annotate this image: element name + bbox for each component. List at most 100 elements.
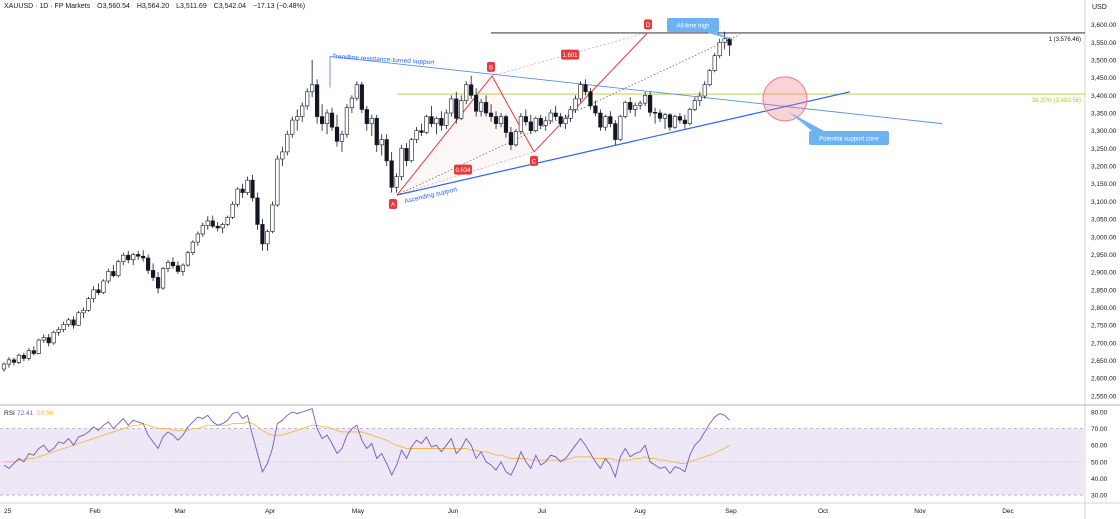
candle-body [26,350,31,359]
candle [255,192,260,230]
price-tick-label: 3,250.00 [1091,146,1117,153]
candle-body [111,271,116,276]
candle-body [51,331,56,344]
candle-body [503,116,509,133]
candle-body [260,224,265,245]
price-tick-label: 2,950.00 [1091,252,1117,259]
candle [270,201,275,234]
candle [707,68,712,87]
point-b-badge: B [487,61,495,72]
candle-body [170,261,176,267]
rsi-tick-label: 60.00 [1091,443,1108,450]
candle-body [662,114,668,119]
candle-body [46,337,51,344]
candle [538,114,543,129]
candle-body [225,217,230,225]
price-tick-label: 2,700.00 [1091,340,1117,347]
candle [598,109,603,131]
leg-bc [491,75,535,153]
candle-body [677,116,683,121]
candle-body [628,102,633,110]
time-tick-label: Aug [634,508,646,515]
candle [697,91,702,106]
point-d-badge-bg [644,19,652,30]
candle-body [657,112,663,119]
candle [593,100,598,117]
candle-body [131,254,136,261]
candle [618,114,623,142]
rsi-pane: RSI 72.41 59.56 [0,408,1085,496]
candle [41,334,46,343]
candle-body [56,329,61,333]
candle-body [697,95,702,101]
rsi-tick-label: 40.00 [1091,476,1108,483]
time-tick-label: Oct [818,508,828,515]
price-tick-label: 3,600.00 [1091,22,1117,29]
support-callout-text: Potential support zone [819,137,879,143]
candle [86,296,91,312]
candle [136,250,141,260]
candle [300,102,305,122]
candle [449,95,454,117]
candle-body [563,118,568,124]
time-tick-label: Nov [914,508,926,515]
candle [578,81,583,103]
candle-body [175,265,181,272]
price-tick-label: 3,150.00 [1091,181,1117,188]
candle [349,95,355,114]
candle-body [126,254,131,261]
candle [399,144,404,181]
candle-body [230,203,235,218]
candle-body [61,324,66,330]
symbol-label[interactable]: XAUUSD · 1D · FP Markets [4,3,91,10]
candle-body [399,148,404,177]
candle [36,338,41,355]
currency-label[interactable]: USD [1092,4,1107,11]
candle [275,155,280,207]
price-tick-label: 3,200.00 [1091,164,1117,171]
candle-body [533,118,538,131]
candle [215,221,220,232]
candle-body [409,139,414,162]
high-value: H3,564.20 [136,3,170,10]
candle [280,146,285,167]
price-tick-label: 3,050.00 [1091,217,1117,224]
candle-body [429,116,434,124]
candle [474,88,479,117]
close-value: C3,542.04 [213,3,246,10]
candle [369,114,374,137]
ratio-ac-badge-bg [454,164,472,175]
candle-body [21,354,26,359]
ath-callout-text: All-time high [676,24,709,30]
candle-body [315,84,320,117]
candle-body [652,112,658,114]
candle-body [488,112,494,117]
candle [46,334,51,347]
ath-callout-pointer [705,32,736,41]
chart-header: XAUUSD · 1D · FP Markets O3,560.54 H3,56… [4,3,310,10]
candle [379,134,384,156]
open-value: O3,560.54 [97,3,130,10]
candle [116,259,121,278]
candle-body [205,220,210,226]
candle-body [548,112,553,122]
candle-body [190,241,195,254]
candle [170,257,176,269]
candle-body [76,312,81,326]
candle-body [722,38,727,43]
point-b-badge-bg [487,61,495,72]
ratio-bd-badge-bg [561,49,579,60]
candle-body [305,91,310,107]
candle-body [364,109,369,124]
candle [702,81,707,99]
candle [359,81,364,114]
candle [543,116,548,131]
candle [200,222,205,237]
candle-body [324,112,330,124]
price-tick-label: 2,750.00 [1091,323,1117,330]
candle-body [265,231,270,245]
candle [712,52,717,73]
candle-body [638,102,643,106]
candle [245,176,250,196]
